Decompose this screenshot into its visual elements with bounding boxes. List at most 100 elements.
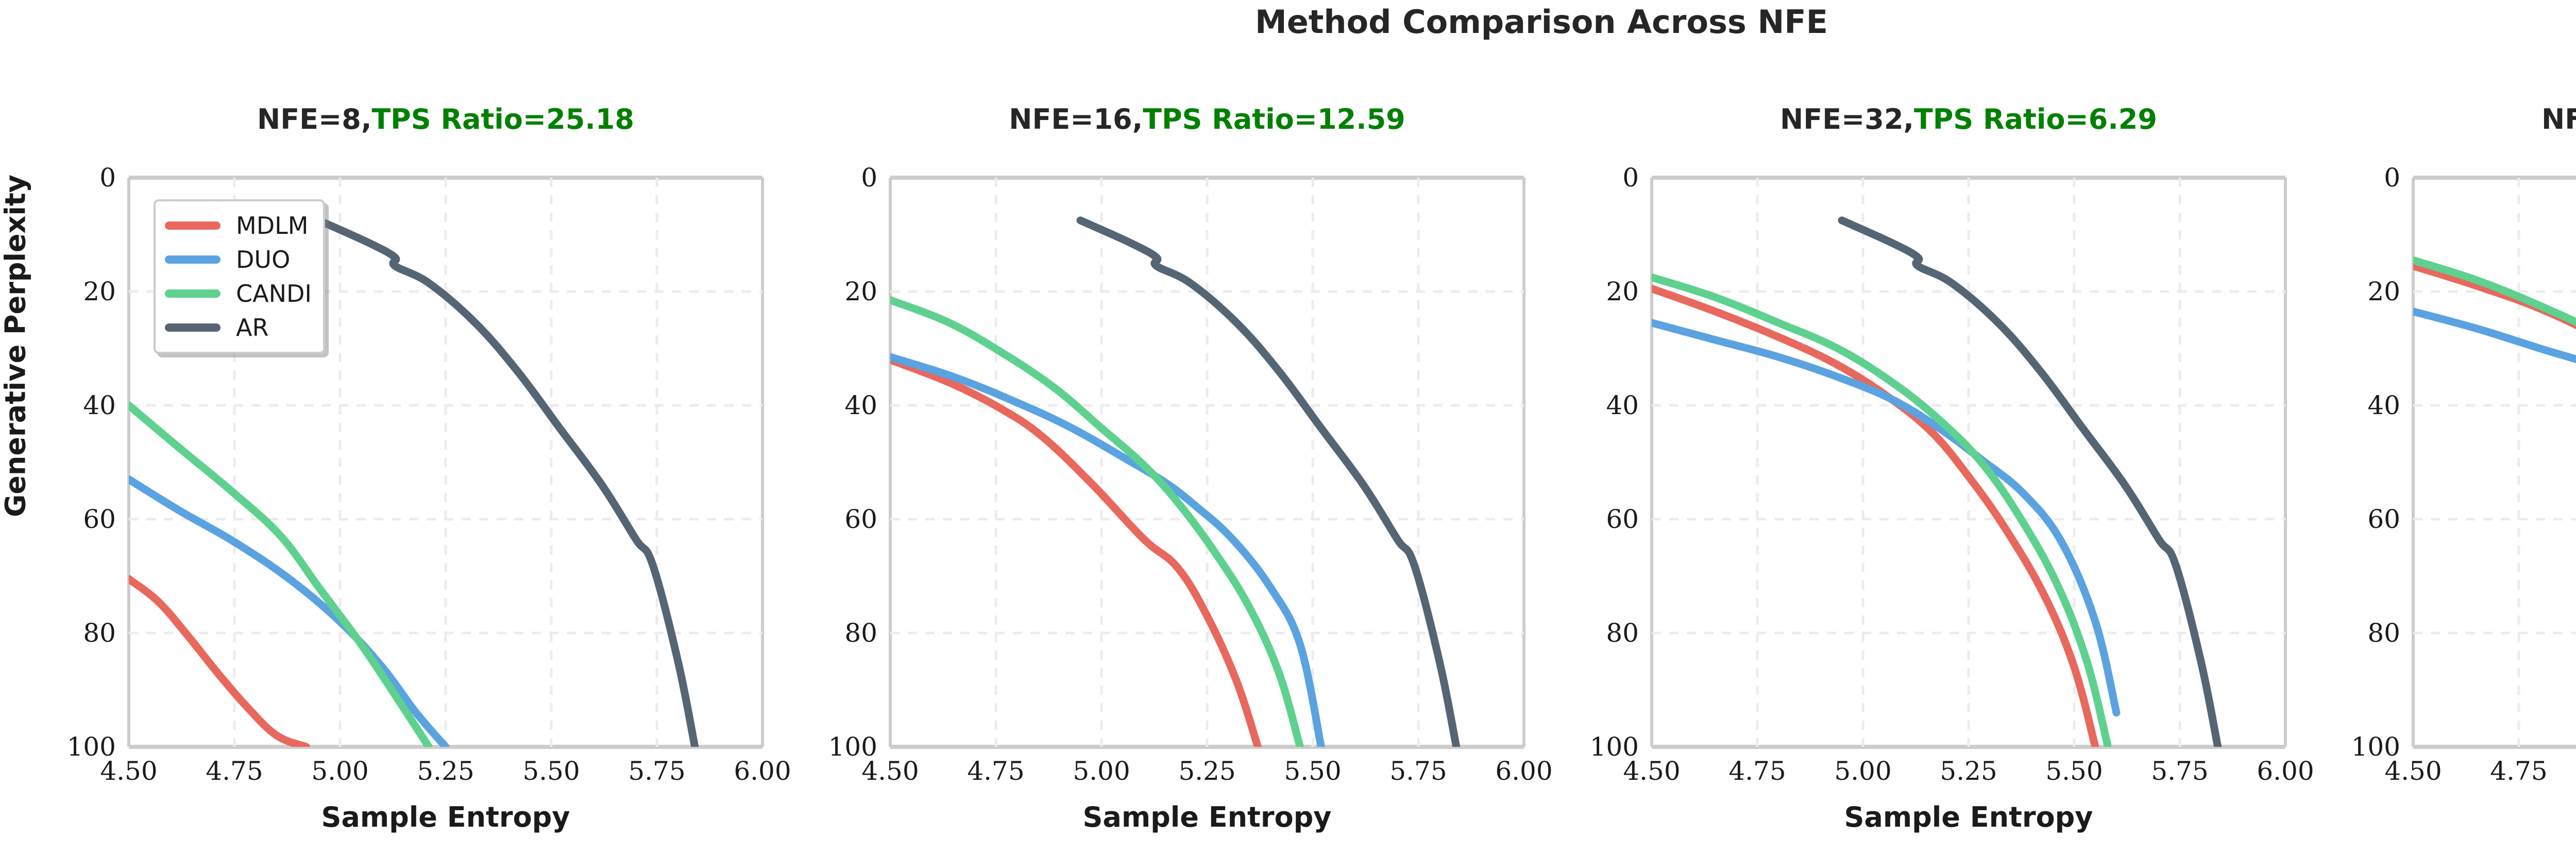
y-tick-label: 40 <box>1606 390 1639 420</box>
series-line-candi <box>2413 256 2576 327</box>
x-tick-label: 6.00 <box>2257 756 2314 786</box>
x-tick-label: 5.00 <box>1834 756 1892 786</box>
legend-item-duo[interactable]: DUO <box>165 243 312 277</box>
x-axis-label: Sample Entropy <box>1082 801 1332 833</box>
y-tick-label: 100 <box>66 732 116 762</box>
subplot-nfe-label: NFE=16, <box>1009 103 1143 135</box>
x-tick-label: 5.25 <box>417 756 474 786</box>
plot-area-32 <box>1650 176 2287 749</box>
series-line-mdlm <box>2413 262 2576 330</box>
series-line-duo <box>1652 319 2121 717</box>
series-group <box>1652 216 2222 747</box>
x-tick-label: 4.75 <box>206 756 263 786</box>
axis-spine-bottom <box>129 745 762 749</box>
series-line-candi <box>890 296 1304 747</box>
x-tick-label: 5.25 <box>1940 756 1997 786</box>
subplot-panel-8: NFE=8,TPS Ratio=25.18 MDLM DUO CANDI AR 0 20 40… <box>67 0 791 855</box>
series-line-mdlm <box>1652 284 2099 747</box>
axis-spine-right <box>2284 178 2287 747</box>
subplot-panel-16: NFE=16,TPS Ratio=12.59 0 20 40 60 80 100 4.50 4.… <box>828 0 1553 855</box>
axis-spine-left <box>127 178 130 747</box>
x-tick-label: 4.50 <box>100 756 158 786</box>
grid-lines <box>2413 178 2576 747</box>
grid-lines <box>890 178 1524 747</box>
y-tick-label: 60 <box>2367 504 2400 534</box>
y-tick-label: 80 <box>844 618 877 648</box>
subplot-tps-ratio-label: TPS Ratio=6.29 <box>1913 103 2157 135</box>
subplot-nfe-label: NFE=8, <box>257 103 372 135</box>
x-tick-label: 5.00 <box>1073 756 1130 786</box>
legend-item-label: DUO <box>236 246 291 273</box>
plot-canvas-32 <box>1652 178 2285 747</box>
axis-spine-left <box>2412 178 2415 747</box>
legend-item-label: MDLM <box>236 212 309 240</box>
series-group <box>2413 256 2576 364</box>
legend-color-swatch-icon <box>165 289 221 298</box>
y-tick-label: 0 <box>861 163 877 193</box>
legend-item-label: CANDI <box>236 280 312 307</box>
y-tick-label: 20 <box>1606 277 1639 306</box>
x-axis-label: Sample Entropy <box>321 801 570 833</box>
x-tick-label: 5.75 <box>628 756 686 786</box>
axis-spine-bottom <box>2413 745 2576 749</box>
y-tick-label: 40 <box>2367 390 2400 420</box>
legend-item-mdlm[interactable]: MDLM <box>165 209 312 243</box>
series-line-mdlm <box>129 575 310 747</box>
y-tick-label: 100 <box>828 732 877 762</box>
y-tick-label: 0 <box>1622 163 1639 193</box>
x-tick-label: 5.50 <box>2045 756 2103 786</box>
figure-suptitle: Method Comparison Across NFE <box>1255 3 1828 41</box>
y-tick-label: 0 <box>99 163 116 193</box>
series-line-candi <box>1652 273 2112 747</box>
subplot-title-8: NFE=8,TPS Ratio=25.18 <box>129 103 762 135</box>
legend-item-label: AR <box>236 314 269 341</box>
x-tick-label: 4.75 <box>1728 756 1786 786</box>
subplot-title-64: NFE=64,TPS Ratio=3.15 <box>2413 103 2576 135</box>
subplot-tps-ratio-label: TPS Ratio=12.59 <box>1143 103 1405 135</box>
x-tick-label: 4.75 <box>967 756 1025 786</box>
axis-spine-bottom <box>1652 745 2285 749</box>
axis-spine-bottom <box>890 745 1524 749</box>
series-line-ar <box>1838 216 2222 747</box>
axis-spine-left <box>1650 178 1653 747</box>
x-tick-label: 5.50 <box>1284 756 1342 786</box>
plot-area-8: MDLM DUO CANDI AR <box>127 176 764 749</box>
chart-legend[interactable]: MDLM DUO CANDI AR <box>154 199 325 354</box>
subplot-title-32: NFE=32,TPS Ratio=6.29 <box>1652 103 2285 135</box>
plot-canvas-16 <box>890 178 1524 747</box>
subplot-nfe-label: NFE=64, <box>2541 103 2576 135</box>
subplot-title-16: NFE=16,TPS Ratio=12.59 <box>890 103 1524 135</box>
axis-spine-top <box>2413 176 2576 180</box>
x-tick-label: 4.50 <box>2384 756 2442 786</box>
axis-spine-right <box>1522 178 1526 747</box>
y-tick-label: 40 <box>83 390 116 420</box>
legend-color-swatch-icon <box>165 255 221 264</box>
y-tick-label: 80 <box>1606 618 1639 648</box>
series-group <box>129 216 699 747</box>
y-tick-label: 60 <box>1606 504 1639 534</box>
axis-spine-right <box>761 178 764 747</box>
x-tick-label: 5.50 <box>522 756 580 786</box>
plot-canvas-64 <box>2413 178 2576 747</box>
plot-area-16 <box>889 176 1526 749</box>
y-tick-label: 40 <box>844 390 877 420</box>
x-tick-label: 5.00 <box>2557 756 2576 786</box>
series-line-duo <box>129 475 450 747</box>
y-tick-label: 60 <box>844 504 877 534</box>
y-tick-label: 100 <box>1589 732 1639 762</box>
x-tick-label: 5.75 <box>1389 756 1447 786</box>
y-tick-label: 80 <box>83 618 116 648</box>
series-line-duo <box>2413 307 2576 364</box>
x-tick-label: 6.00 <box>1495 756 1553 786</box>
y-tick-label: 60 <box>83 504 116 534</box>
x-tick-label: 5.25 <box>1178 756 1236 786</box>
y-tick-label: 20 <box>2367 277 2400 306</box>
series-line-ar <box>315 216 699 747</box>
y-tick-label: 20 <box>83 277 116 306</box>
x-tick-label: 6.00 <box>734 756 791 786</box>
series-line-candi <box>129 401 433 747</box>
legend-item-ar[interactable]: AR <box>165 311 312 345</box>
legend-item-candi[interactable]: CANDI <box>165 277 312 311</box>
axis-spine-left <box>889 178 892 747</box>
